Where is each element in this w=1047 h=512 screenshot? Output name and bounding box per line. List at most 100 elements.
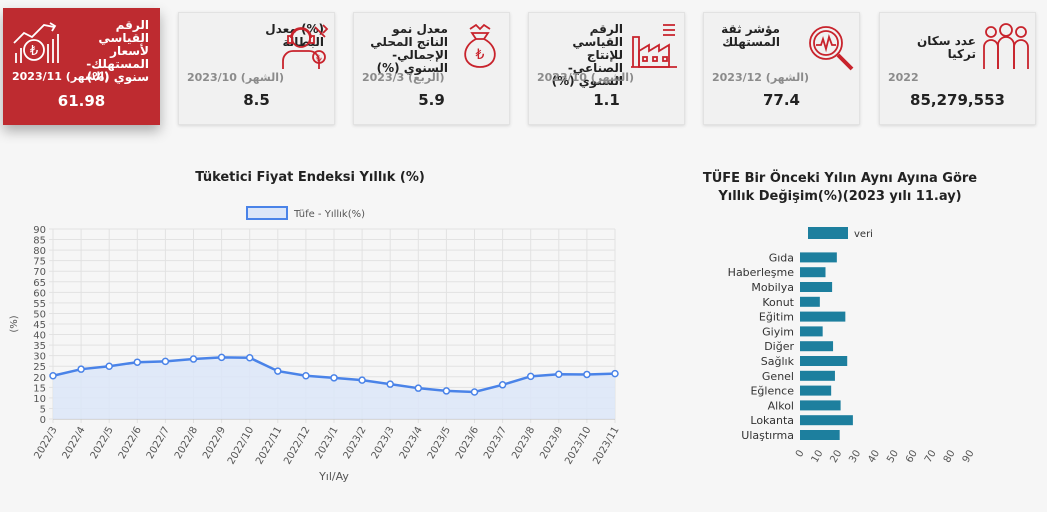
bar xyxy=(800,430,840,440)
y-tick-label: 75 xyxy=(33,257,46,268)
y-category-label: Sağlık xyxy=(761,355,795,368)
money-bag-icon: ₺ xyxy=(454,21,506,71)
kpi-value: 77.4 xyxy=(762,91,800,109)
y-axis-label: (%) xyxy=(9,315,20,332)
x-tick-label: 2022/9 xyxy=(201,425,228,461)
x-tick-label: 2023/7 xyxy=(482,425,509,461)
data-point xyxy=(161,357,170,366)
data-point xyxy=(105,362,113,370)
y-tick-label: 25 xyxy=(33,362,46,373)
kpi-value: 5.9 xyxy=(418,91,445,109)
bar xyxy=(800,252,837,263)
data-point xyxy=(470,388,479,396)
kpi-card-gdp[interactable]: ₺ معدل نمو الناتج المحلي الإجمالي- السنو… xyxy=(353,12,510,125)
bar xyxy=(800,311,846,322)
kpi-title: عدد سكان تركيا xyxy=(917,34,976,61)
x-tick-label: 2023/4 xyxy=(398,425,425,461)
data-point xyxy=(49,371,57,380)
kpi-value: 1.1 xyxy=(593,91,620,109)
x-tick-label: 2023/2 xyxy=(342,425,369,461)
bar xyxy=(800,326,823,337)
y-tick-label: 70 xyxy=(33,267,46,278)
legend-swatch xyxy=(808,227,848,239)
data-point xyxy=(358,376,366,384)
kpi-card-population[interactable]: عدد سكان تركيا 2022 85,279,553 xyxy=(879,12,1036,125)
x-tick-label: 2022/5 xyxy=(89,425,116,461)
x-tick-label: 60 xyxy=(904,448,920,465)
y-tick-label: 85 xyxy=(33,236,46,247)
x-tick-label: 2022/4 xyxy=(61,425,88,461)
x-tick-label: 80 xyxy=(942,448,958,465)
y-category-label: Ulaştırma xyxy=(741,429,794,442)
kpi-period: 2023/12 (الشهر) xyxy=(712,71,810,84)
bar xyxy=(800,296,820,307)
x-axis-label: Yıl/Ay xyxy=(318,470,349,483)
y-category-label: Eğlence xyxy=(750,385,794,398)
cpi-category-bar-chart: veri Gıda Haberleşme Mobilya Konut EğitimGiyi… xyxy=(728,227,977,465)
x-tick-label: 50 xyxy=(885,448,901,465)
kpi-title: الرقم القياسي لأسعار المستهلك- سنوي (%) xyxy=(86,18,149,84)
x-tick-label: 2022/3 xyxy=(32,425,59,461)
x-tick-label: 2023/8 xyxy=(510,425,537,461)
people-icon xyxy=(980,21,1032,71)
x-tick-label: 2022/6 xyxy=(117,425,144,461)
x-tick-label: 2022/8 xyxy=(173,425,200,461)
data-point xyxy=(302,371,310,380)
x-tick-label: 0 xyxy=(794,448,807,459)
data-point xyxy=(217,353,226,362)
series-area xyxy=(53,357,615,419)
kpi-title: الرقم القياسي للإنتاج الصناعي- السنوي (%… xyxy=(551,22,623,88)
chart-coin-icon: ₺ xyxy=(10,17,62,67)
kpi-card-industrial-production[interactable]: الرقم القياسي للإنتاج الصناعي- السنوي (%… xyxy=(528,12,685,125)
y-tick-label: 90 xyxy=(33,225,46,236)
x-tick-label: 2023/1 xyxy=(313,425,340,461)
kpi-card-consumer-confidence[interactable]: مؤشر ثقة المستهلك 2023/12 (الشهر) 77.4 xyxy=(703,12,860,125)
kpi-title: معدل نمو الناتج المحلي الإجمالي- السنوي … xyxy=(370,22,448,75)
x-tick-label: 70 xyxy=(923,448,939,465)
bar xyxy=(800,385,832,396)
x-tick-label: 30 xyxy=(847,448,863,465)
x-tick-label: 2023/10 xyxy=(563,425,593,466)
y-category-label: Genel xyxy=(762,370,794,383)
kpi-card-unemployment[interactable]: (%) معدل البطالة ₺ 2023/10 (الشهر) 8.5 xyxy=(178,12,335,125)
data-point xyxy=(498,381,507,389)
y-category-label: Diğer xyxy=(764,340,794,353)
y-category-label: Alkol xyxy=(768,399,794,412)
x-tick-label: 2023/9 xyxy=(538,425,565,461)
bar xyxy=(800,356,848,366)
bar xyxy=(800,415,853,426)
svg-text:₺: ₺ xyxy=(476,47,485,63)
y-tick-label: 30 xyxy=(33,352,46,363)
y-tick-label: 15 xyxy=(33,383,46,394)
cpi-line-chart: Tüfe - Yıllık(%) 051015202530354045505560… xyxy=(9,206,622,483)
x-tick-label: 2022/11 xyxy=(254,425,284,466)
svg-text:₺: ₺ xyxy=(30,44,38,59)
bar xyxy=(800,341,834,352)
kpi-title: مؤشر ثقة المستهلك xyxy=(721,22,780,49)
kpi-card-cpi[interactable]: ₺ الرقم القياسي لأسعار المستهلك- سنوي (%… xyxy=(3,8,160,125)
y-category-label: Giyim xyxy=(762,325,794,338)
data-point xyxy=(386,380,394,388)
x-tick-label: 2023/11 xyxy=(591,425,621,466)
y-tick-label: 35 xyxy=(33,341,46,352)
data-point xyxy=(245,354,254,362)
x-tick-label: 90 xyxy=(961,448,977,465)
y-tick-label: 0 xyxy=(40,415,46,426)
y-category-label: Konut xyxy=(762,296,794,309)
y-tick-label: 20 xyxy=(33,373,46,384)
legend-label: veri xyxy=(854,229,873,240)
svg-text:₺: ₺ xyxy=(316,54,322,64)
y-tick-label: 45 xyxy=(33,320,46,331)
legend-label: Tüfe - Yıllık(%) xyxy=(293,209,365,220)
kpi-period: 2023/11 (الشهر) xyxy=(12,70,110,83)
data-point xyxy=(133,358,142,366)
bar xyxy=(800,282,833,292)
y-tick-label: 10 xyxy=(33,394,46,405)
factory-icon xyxy=(629,21,681,71)
y-category-label: Mobilya xyxy=(751,281,794,294)
kpi-period: 2023/10 (الشهر) xyxy=(187,71,285,84)
line-chart-title: Tüketici Fiyat Endeksi Yıllık (%) xyxy=(195,170,425,185)
y-category-label: Haberleşme xyxy=(728,266,795,279)
kpi-period: 2023/3 (الربع) xyxy=(362,71,445,84)
y-tick-label: 5 xyxy=(40,404,46,415)
